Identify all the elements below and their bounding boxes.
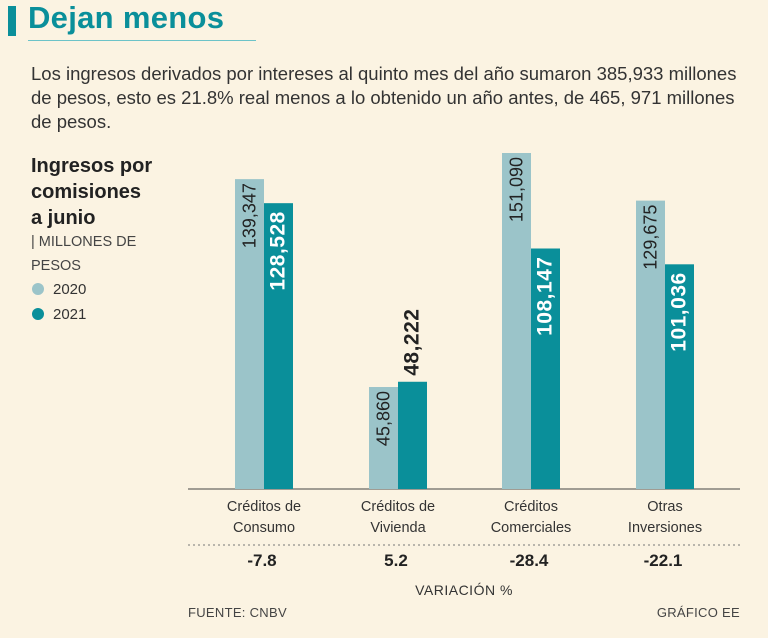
x-tick-label: Inversiones	[628, 520, 702, 536]
bar-value-label: 139,347	[240, 183, 260, 248]
variation-value: 5.2	[384, 551, 408, 570]
legend-title-line: a junio	[31, 207, 96, 229]
page-title: Dejan menos	[28, 0, 225, 35]
bar-2020	[502, 153, 531, 489]
bar-2021	[264, 203, 293, 489]
x-tick-label: Otras	[647, 499, 682, 515]
bar-2021	[665, 264, 694, 489]
bar-value-label: 128,528	[267, 211, 290, 290]
legend-swatch-2021	[32, 308, 44, 320]
x-tick-label: Consumo	[233, 520, 295, 536]
bar-2020	[636, 200, 665, 489]
variation-value: -28.4	[510, 551, 549, 570]
x-tick-label: Comerciales	[491, 520, 572, 536]
variation-label: VARIACIÓN %	[415, 582, 513, 598]
legend-swatch-2020	[32, 283, 44, 295]
bar-2020	[235, 179, 264, 489]
variation-value: -7.8	[247, 551, 276, 570]
legend-label-2020: 2020	[53, 281, 87, 298]
x-tick-label: Créditos de	[227, 499, 301, 515]
x-tick-label: Vivienda	[370, 520, 426, 536]
variation-value: -22.1	[644, 551, 683, 570]
bar-value-label: 45,860	[374, 391, 394, 446]
legend-title-line: comisiones	[31, 181, 142, 203]
title-accent-bar	[8, 6, 16, 36]
legend-title: Ingresos por comisiones a junio	[31, 153, 152, 231]
x-tick-label: Créditos	[504, 499, 558, 515]
graphic-credit: GRÁFICO EE	[656, 605, 740, 620]
legend-unit: | MILLONES DE PESOS	[31, 234, 137, 274]
legend-title-line: Ingresos por	[31, 155, 153, 177]
bar-value-label: 151,090	[507, 157, 527, 222]
legend-item-2021: 2021	[32, 306, 86, 323]
bar-value-label: 48,222	[401, 309, 424, 376]
bar-2021	[531, 248, 560, 489]
bar-2020	[369, 387, 398, 489]
legend-label-2021: 2021	[53, 306, 87, 323]
x-tick-label: Créditos de	[361, 499, 435, 515]
bar-value-label: 108,147	[534, 256, 557, 335]
bar-value-label: 101,036	[668, 272, 691, 351]
lead-paragraph: Los ingresos derivados por intereses al …	[31, 63, 737, 132]
legend-item-2020: 2020	[32, 281, 86, 298]
bar-value-label: 129,675	[641, 205, 661, 270]
title-underline	[28, 40, 256, 41]
source-note: FUENTE: CNBV	[188, 605, 287, 620]
bar-2021	[398, 381, 427, 489]
